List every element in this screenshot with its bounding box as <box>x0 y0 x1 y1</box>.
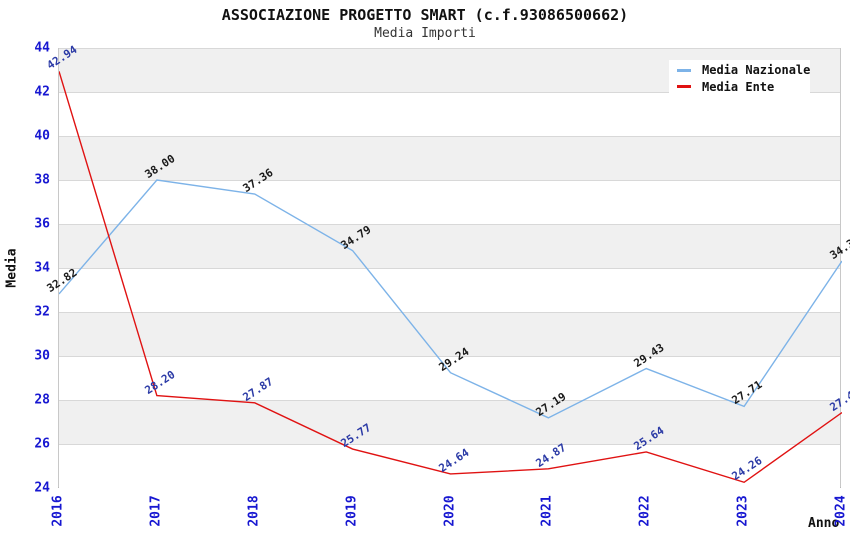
gridline <box>59 356 840 357</box>
gridline <box>59 180 840 181</box>
y-tick-label: 24 <box>34 480 50 496</box>
y-tick-label: 36 <box>34 216 50 232</box>
x-tick-label: 2020 <box>442 495 457 527</box>
y-tick-label: 32 <box>34 304 50 320</box>
x-tick-label: 2021 <box>539 495 555 527</box>
series-line-1 <box>59 71 842 484</box>
x-tick-label: 2019 <box>344 495 360 527</box>
gridline <box>59 224 840 225</box>
y-tick-label: 28 <box>34 392 50 408</box>
plot-band <box>59 268 840 312</box>
legend-item-media-ente: Media Ente <box>669 80 810 94</box>
y-tick-label: 34 <box>34 260 50 276</box>
x-tick-label: 2023 <box>735 495 751 527</box>
plot-band <box>59 312 840 356</box>
media-nazionale-line-swatch <box>677 68 691 72</box>
y-tick-label: 40 <box>34 128 50 144</box>
plot-band <box>59 444 840 488</box>
legend-label-media-nazionale: Media Nazionale <box>702 63 811 78</box>
media-ente-line-swatch <box>677 85 691 89</box>
gridline <box>59 444 840 445</box>
series-lines <box>59 71 842 484</box>
x-axis-title: Anno <box>808 516 840 531</box>
plot-band <box>59 224 840 268</box>
y-tick-label: 44 <box>34 40 50 56</box>
y-tick-label: 42 <box>34 84 50 100</box>
gridline <box>59 48 840 49</box>
x-tick-label: 2018 <box>246 495 262 527</box>
gridline <box>59 268 840 269</box>
x-tick-label: 2016 <box>50 495 66 527</box>
y-tick-label: 26 <box>34 436 50 452</box>
x-tick-label: 2017 <box>148 495 164 527</box>
y-tick-label: 30 <box>34 348 50 364</box>
plot-band <box>59 180 840 224</box>
plot-band <box>59 136 840 180</box>
gridline <box>59 312 840 313</box>
legend-label-media-ente: Media Ente <box>702 79 775 94</box>
chart-title: ASSOCIAZIONE PROGETTO SMART (c.f.9308650… <box>221 6 629 24</box>
series-line-0 <box>59 179 842 419</box>
chart-subtitle: Media Importi <box>374 26 476 41</box>
gridline <box>59 92 840 93</box>
x-tick-label: 2024 <box>833 495 849 527</box>
x-tick-label: 2022 <box>637 495 653 527</box>
legend-item-media-nazionale: Media Nazionale <box>669 63 810 77</box>
plot-band <box>59 92 840 136</box>
gridline <box>59 400 840 401</box>
legend: Media Nazionale Media Ente <box>669 60 810 97</box>
y-tick-label: 38 <box>34 172 50 188</box>
plot-band <box>59 400 840 444</box>
plot-area <box>58 48 842 488</box>
gridline <box>59 136 840 137</box>
